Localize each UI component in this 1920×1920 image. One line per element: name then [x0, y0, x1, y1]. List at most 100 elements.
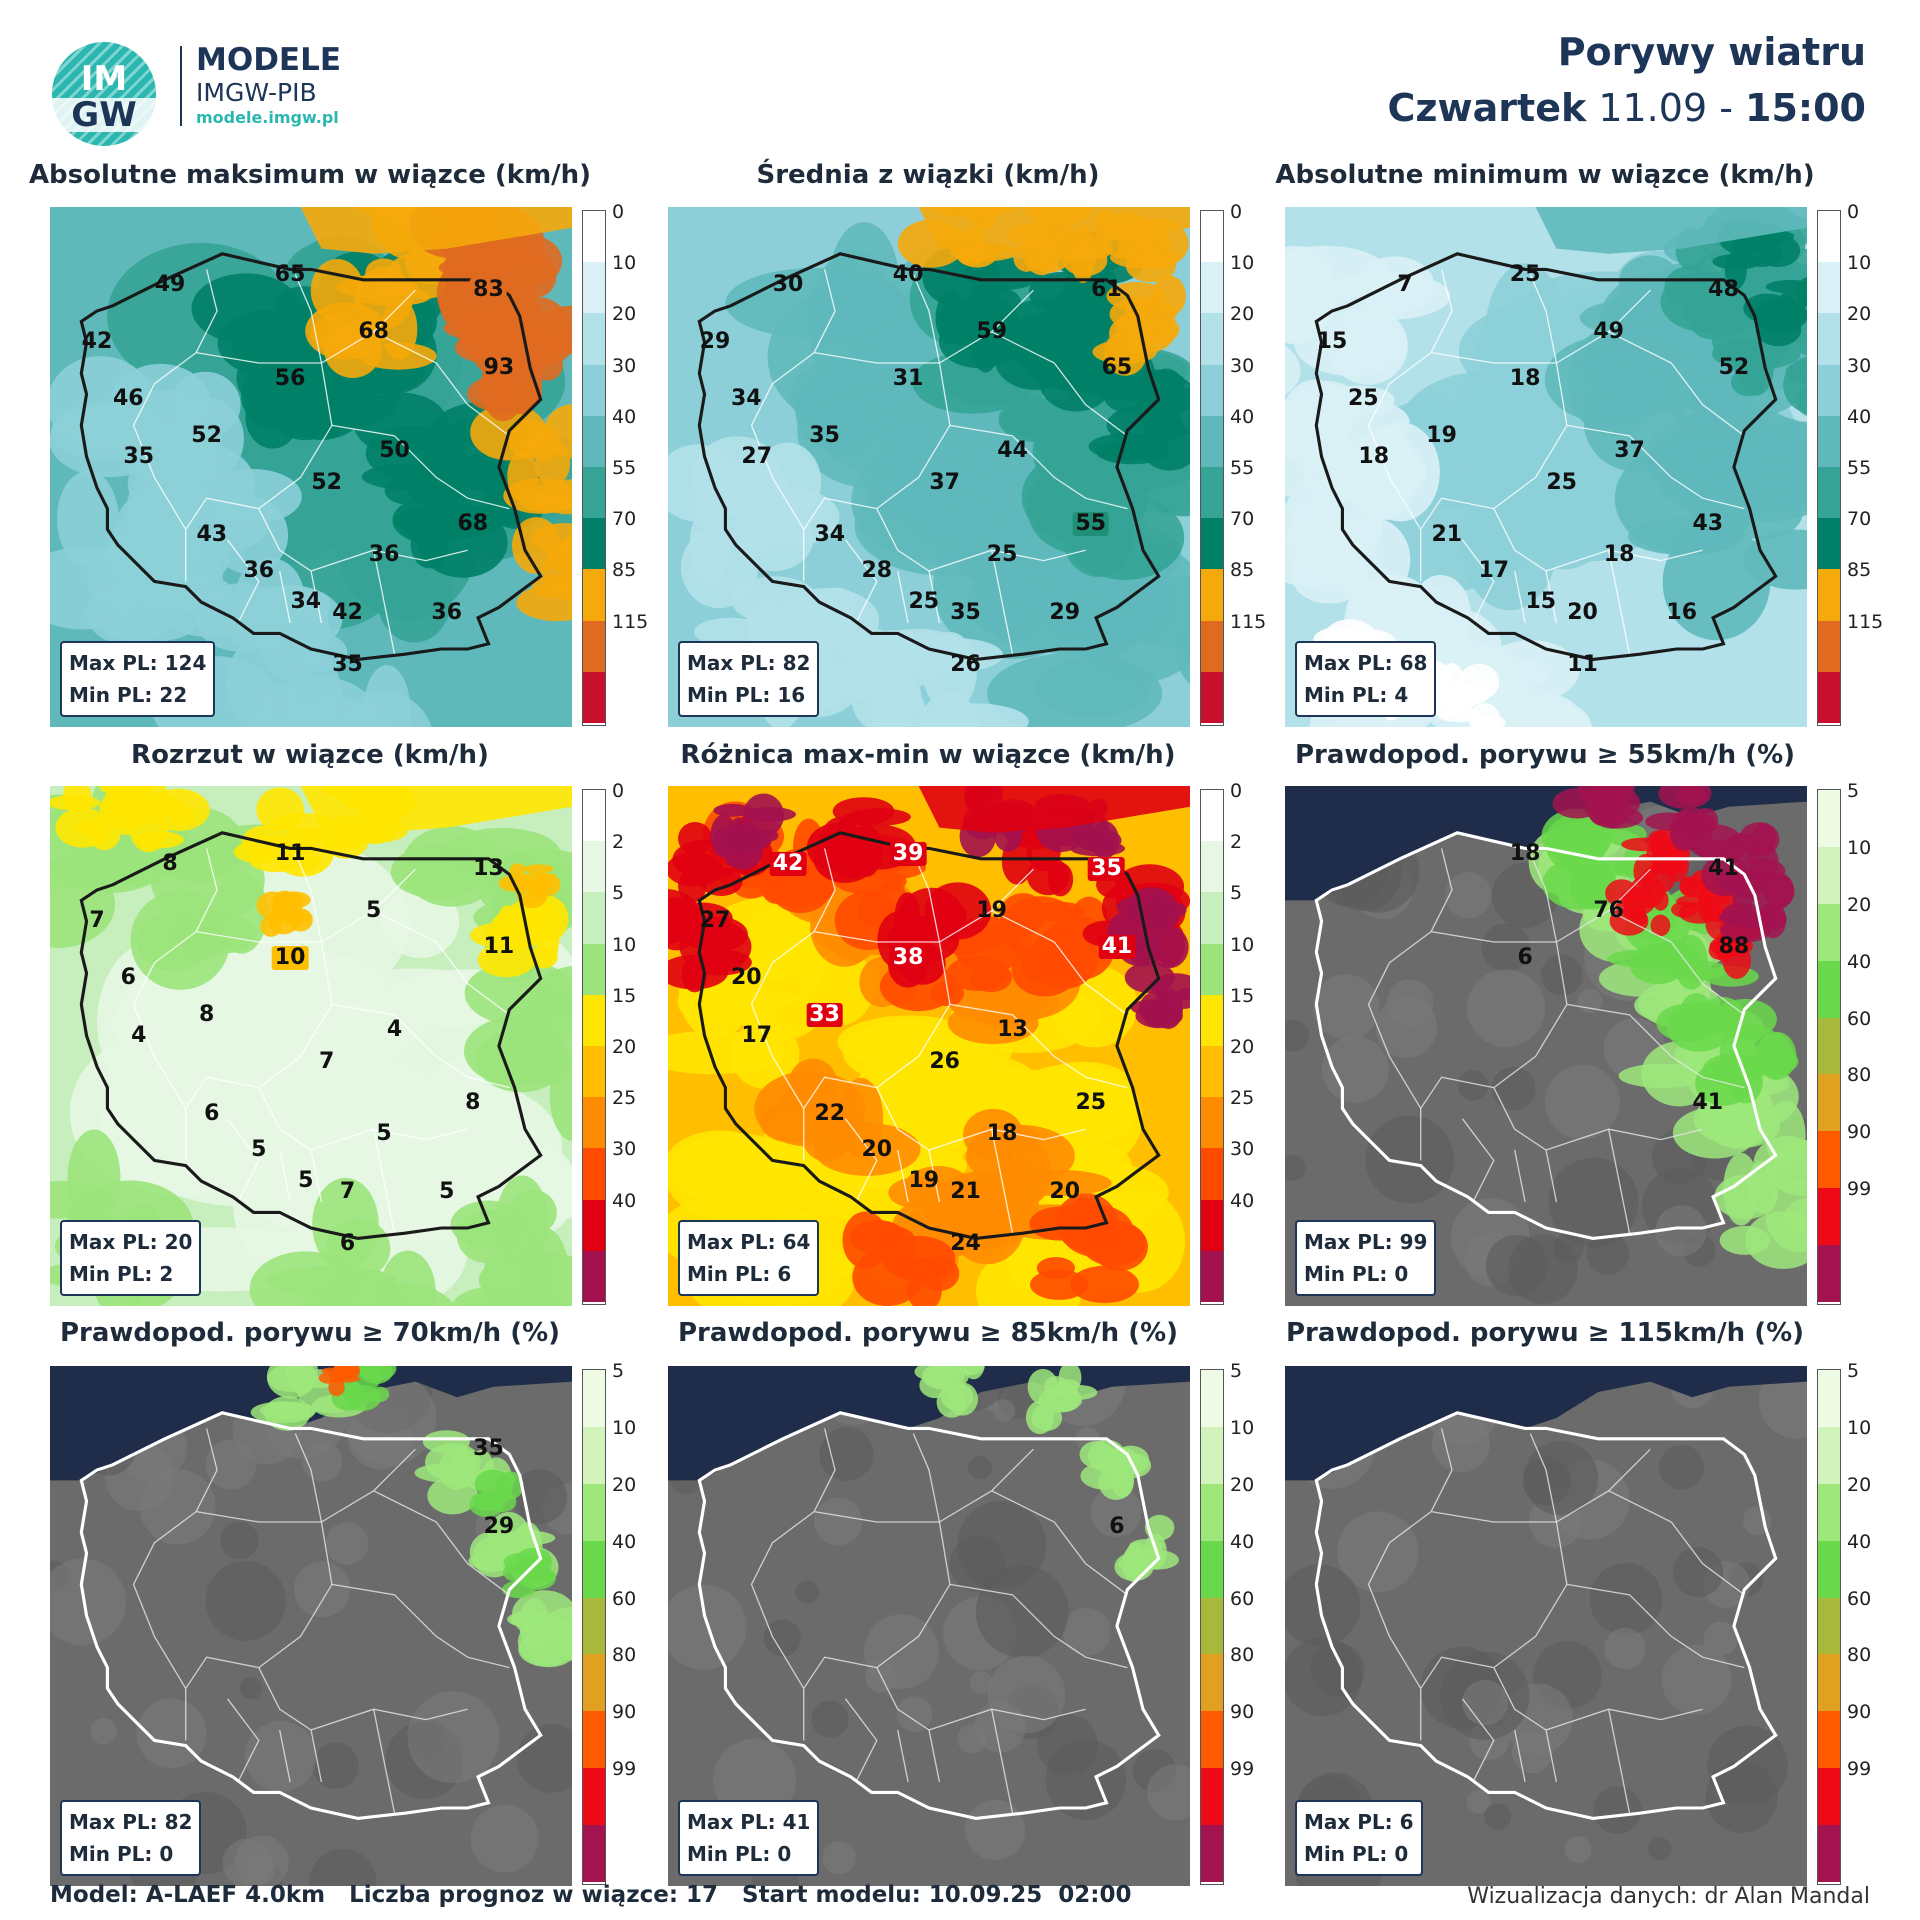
- voivodeship-border: [373, 550, 396, 655]
- map-mean[interactable]: 30 40 61 29 59 65 34 31 35 44 27 37 55 34 28 25 25 35 29 26…: [668, 207, 1190, 727]
- terrain-shade: [1457, 1070, 1489, 1101]
- colorbar-label: 0: [1230, 780, 1243, 802]
- map-field: [50, 1366, 572, 1886]
- colorbar-segment: [583, 620, 605, 672]
- field-patch: [1047, 862, 1074, 897]
- voivodeship-border: [373, 1709, 396, 1814]
- colorbar-label: 70: [1847, 508, 1872, 531]
- poland-border: [1314, 1411, 1778, 1820]
- map-p70[interactable]: 35 29 Max PL: 82 Min PL: 0: [50, 1366, 572, 1886]
- gust-value-label: 65: [274, 261, 306, 287]
- terrain-shade: [819, 1427, 874, 1482]
- gust-value-label: 26: [950, 651, 981, 677]
- terrain-shade: [822, 1841, 856, 1875]
- colorbar-segment: [583, 1148, 605, 1200]
- gust-value-label: 44: [997, 438, 1028, 464]
- gust-value-label: 61: [1091, 277, 1122, 303]
- voivodeship-border: [1461, 1118, 1495, 1203]
- forecast-sep: -: [1719, 86, 1733, 130]
- terrain-shade: [1703, 1621, 1738, 1656]
- colorbar-label: 99: [1847, 1758, 1872, 1781]
- field-patch: [1361, 422, 1440, 522]
- gust-value-label: 7: [339, 1178, 356, 1204]
- field-patch: [1328, 307, 1408, 385]
- baltic-sea: [1285, 786, 1807, 901]
- poland-border: [697, 831, 1161, 1240]
- gust-value-label: 52: [191, 422, 222, 448]
- voivodeship-border: [1431, 930, 1557, 943]
- colorbar-segment: [1201, 1370, 1223, 1427]
- field-patch: [1070, 1265, 1139, 1304]
- brand-url[interactable]: modele.imgw.pl: [196, 108, 339, 127]
- gust-value-label: 39: [889, 841, 927, 866]
- field-patch: [1629, 875, 1666, 909]
- stats-box: Max PL: 6 Min PL: 0: [1295, 1800, 1423, 1876]
- gust-value-label: 35: [123, 443, 155, 469]
- gust-value-label: 13: [997, 1017, 1028, 1043]
- field-patch: [1763, 872, 1794, 908]
- terrain-shade: [312, 1742, 359, 1789]
- field-patch: [56, 470, 119, 567]
- map-spread[interactable]: 8 11 13 7 5 11 6 10 8 4 4 7 8 6 5 5 5 7 5 6 Max PL: 20 Min PL…: [50, 786, 572, 1306]
- voivodeship-border: [258, 1087, 323, 1203]
- colorbar-segment: [1818, 364, 1840, 416]
- terrain-shade: [968, 1455, 993, 1480]
- gust-value-label: 29: [1049, 599, 1081, 625]
- sea-field: [1535, 207, 1807, 254]
- min-pl: Min PL: 16: [687, 683, 806, 707]
- gust-value-label: 42: [769, 852, 807, 876]
- map-p115[interactable]: Max PL: 6 Min PL: 0: [1285, 1366, 1807, 1886]
- colorbar-segment: [1818, 790, 1840, 847]
- voivodeship-border: [1367, 352, 1432, 530]
- field-patch: [493, 1482, 508, 1505]
- colorbar-label: 85: [1847, 559, 1872, 582]
- gust-value-label: 49: [154, 272, 186, 297]
- poland-border: [697, 252, 1161, 661]
- map-p85[interactable]: 6 Max PL: 41 Min PL: 0: [668, 1366, 1190, 1886]
- terrain-shade: [1491, 1066, 1536, 1111]
- field-patch: [1672, 1107, 1757, 1159]
- voivodeship-border: [331, 1583, 510, 1669]
- gust-value-label: 8: [465, 1090, 481, 1116]
- voivodeship-border: [373, 1129, 396, 1234]
- gust-value-label: 27: [699, 908, 731, 934]
- gust-value-label: 68: [358, 318, 389, 344]
- terrain-shade: [1589, 1563, 1663, 1636]
- colorbar-segment: [1201, 1711, 1223, 1769]
- colorbar-label: 99: [1230, 1758, 1255, 1781]
- voivodeship-border: [750, 931, 815, 1109]
- colorbar-segment: [1201, 1654, 1223, 1712]
- map-max[interactable]: 49 65 83 42 68 93 46 56 52 50 35 52 68 43 36 36 34 42 36 35…: [50, 207, 572, 727]
- field-patch: [1176, 627, 1190, 685]
- field-patch: [503, 478, 572, 514]
- terrain-shade: [1484, 1803, 1512, 1831]
- voivodeship-border: [1545, 549, 1703, 572]
- gust-value-label: 35: [1088, 857, 1125, 882]
- map-field: [1285, 786, 1807, 1306]
- field-patch: [1664, 266, 1716, 308]
- voivodeship-border: [1529, 1433, 1558, 1523]
- terrain-shade: [896, 1696, 933, 1732]
- colorbar-label: 80: [1230, 1644, 1255, 1667]
- map-min[interactable]: 7 25 48 15 49 52 25 18 19 18 37 25 43 21 18 17 15 20 16 11 M…: [1285, 207, 1807, 727]
- terrain-shade: [1661, 1644, 1732, 1715]
- colorbar-segment: [1201, 262, 1223, 314]
- voivodeship-border: [928, 549, 1086, 572]
- field-patch: [1125, 249, 1176, 283]
- field-patch: [480, 240, 540, 263]
- colorbar-segment: [1201, 415, 1223, 467]
- colorbar-segment: [1818, 671, 1840, 723]
- field-patch: [266, 1366, 316, 1399]
- colorbar-segment: [1818, 1426, 1840, 1484]
- gust-value-label: 27: [741, 443, 773, 469]
- max-pl: Max PL: 64: [687, 1230, 811, 1254]
- voivodeship-border: [928, 1708, 1086, 1731]
- map-p55[interactable]: 18 41 76 6 88 41 Max PL: 99 Min PL: 0: [1285, 786, 1807, 1306]
- gust-value-label: 26: [929, 1048, 960, 1074]
- colorbar-label: 80: [612, 1644, 637, 1667]
- field-patch: [417, 507, 508, 578]
- panel-title: Prawdopod. porywu ≥ 115km/h (%): [1285, 1318, 1805, 1348]
- field-patch: [510, 1609, 554, 1630]
- gust-value-label: 42: [332, 599, 363, 625]
- map-diff[interactable]: 42 39 35 27 19 41 20 38 33 17 13 26 25 22 18 20 19 21 20 24…: [668, 786, 1190, 1306]
